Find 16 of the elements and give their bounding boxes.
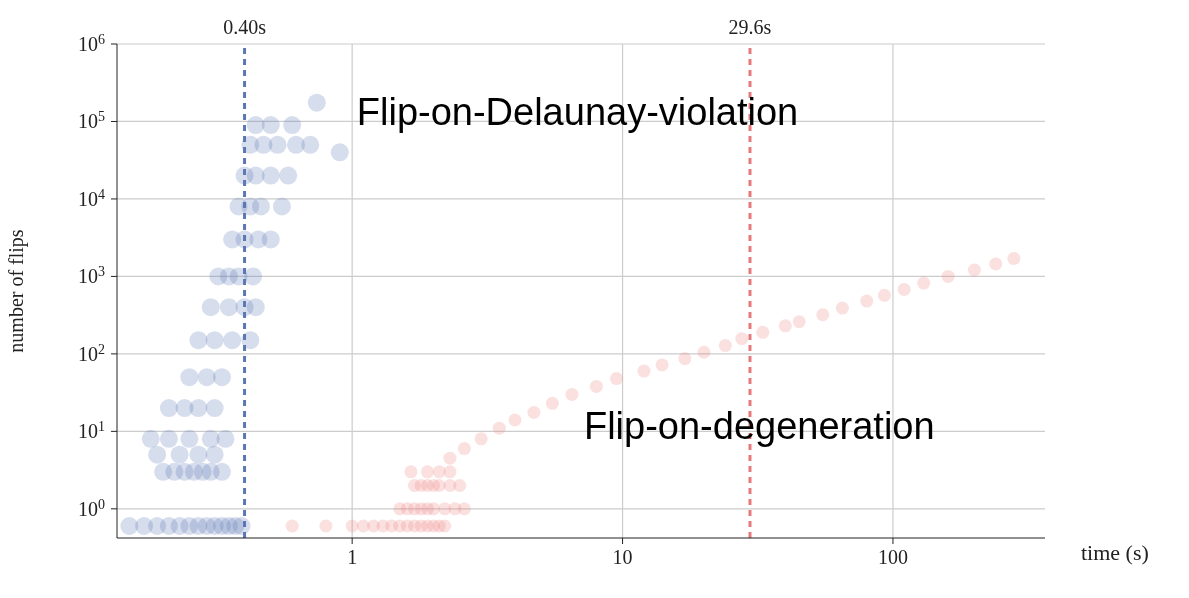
y-tick-label: 10$^{4}$ [78,186,105,210]
y-tick-label: 10$^{1}$ [78,418,105,443]
x-axis-title: time (s) [1081,540,1149,566]
ref-line-label: 0.40s [223,16,267,38]
y-tick-label: 10$^{2}$ [78,341,105,365]
y-axis-title: number of flips [5,229,29,353]
y-tick-label: 10$^{0}$ [78,496,105,520]
x-tick-label: 100 [877,546,908,568]
ref-line-label: 29.6s [728,16,772,38]
x-tick-label: 10 [612,546,633,568]
x-tick-label: 1 [347,546,358,568]
series-label: Flip-on-Delaunay-violation [356,90,799,133]
series-label: Flip-on-degeneration [583,405,935,448]
y-tick-label: 10$^{6}$ [78,31,105,55]
y-tick-label: 10$^{3}$ [78,263,105,288]
y-tick-label: 10$^{5}$ [78,108,105,133]
